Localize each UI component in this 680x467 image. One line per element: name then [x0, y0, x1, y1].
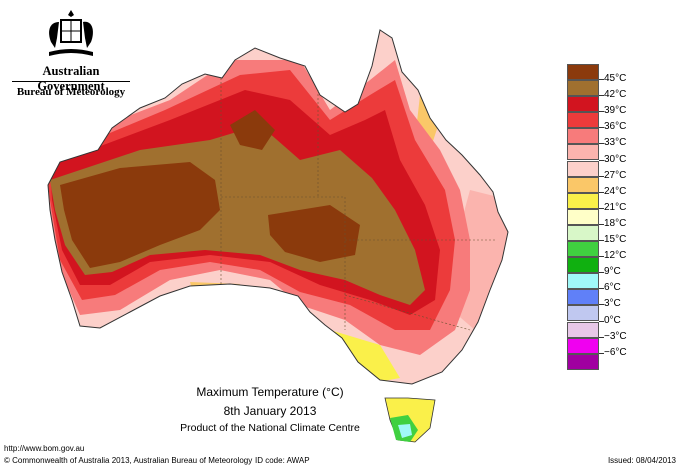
legend-tick	[599, 256, 604, 258]
bureau-name: Bureau of Meteorology	[16, 86, 126, 98]
legend-tick	[599, 336, 604, 338]
legend-label: 6°C	[604, 282, 621, 294]
map-date: 8th January 2013	[223, 404, 317, 418]
legend-swatch-row: 12°C	[567, 250, 647, 274]
legend-swatch	[567, 96, 599, 113]
legend-label: 15°C	[604, 234, 627, 246]
legend-label: 30°C	[604, 153, 627, 165]
legend-label: 12°C	[604, 250, 627, 262]
website-url: http://www.bom.gov.au	[4, 444, 85, 453]
government-logo: Australian Government Bureau of Meteorol…	[8, 8, 134, 98]
legend-label: 33°C	[604, 137, 627, 149]
tasmania	[384, 397, 436, 443]
legend-label: 21°C	[604, 201, 627, 213]
logo-divider	[12, 81, 130, 82]
legend-tick	[599, 304, 604, 306]
legend-tick	[599, 127, 604, 129]
legend-swatch	[567, 321, 599, 338]
legend-swatch	[567, 241, 599, 258]
legend-tick	[599, 95, 604, 97]
coat-of-arms-icon	[49, 10, 93, 56]
legend-tick	[599, 159, 604, 161]
legend-swatch-row: 45°C	[567, 73, 647, 97]
legend-swatch-row: −3°C	[567, 331, 647, 354]
legend-swatch-row: −6°C	[567, 347, 647, 370]
legend-swatch-row: 42°C	[567, 89, 647, 113]
map-product-note: Product of the National Climate Centre	[180, 422, 360, 434]
legend-label: 24°C	[604, 185, 627, 197]
legend-label: 45°C	[604, 73, 627, 85]
legend-swatch	[567, 192, 599, 209]
legend-swatch	[567, 128, 599, 145]
legend-tick	[599, 223, 604, 225]
legend-swatch	[567, 208, 599, 225]
legend-swatch-row: 36°C	[567, 121, 647, 145]
legend-label: 39°C	[604, 105, 627, 117]
legend-tick	[599, 240, 604, 242]
map-title: Maximum Temperature (°C)	[196, 385, 344, 399]
legend-label: 18°C	[604, 217, 627, 229]
legend-tick	[599, 288, 604, 290]
temperature-legend: 45°C 42°C 39°C 36°C 33°C 30°C 27°C 24°C	[567, 64, 647, 370]
legend-tick	[599, 272, 604, 274]
legend-swatch	[567, 144, 599, 161]
id-code: ID code: AWAP	[255, 456, 310, 465]
legend-swatch	[567, 224, 599, 241]
legend-swatch	[567, 353, 599, 370]
issued-date: Issued: 08/04/2013	[607, 456, 676, 465]
legend-swatch	[567, 257, 599, 274]
australia-temperature-map	[47, 29, 509, 443]
legend-swatch-row	[567, 64, 647, 80]
legend-tick	[599, 79, 604, 81]
legend-label: 9°C	[604, 266, 621, 278]
legend-tick	[599, 320, 604, 322]
mainland	[47, 29, 509, 385]
legend-label: −6°C	[604, 346, 627, 358]
legend-swatch-row: 15°C	[567, 234, 647, 258]
legend-swatch-row: 27°C	[567, 170, 647, 193]
legend-swatch-row: 39°C	[567, 105, 647, 129]
legend-swatch	[567, 305, 599, 322]
legend-swatch	[567, 64, 599, 80]
government-name: Australian Government	[37, 64, 105, 93]
legend-swatch-row: 3°C	[567, 298, 647, 322]
legend-tick	[599, 175, 604, 177]
legend-swatch	[567, 337, 599, 354]
legend-swatch-row: 21°C	[567, 202, 647, 225]
legend-swatch-row: 30°C	[567, 154, 647, 177]
legend-label: 42°C	[604, 89, 627, 101]
legend-tick	[599, 191, 604, 193]
legend-swatch-row: 6°C	[567, 282, 647, 306]
legend-label: 27°C	[604, 169, 627, 181]
legend-swatch-row: 0°C	[567, 315, 647, 338]
legend-tick	[599, 352, 604, 354]
copyright-notice: © Commonwealth of Australia 2013, Austra…	[4, 456, 253, 465]
legend-swatch	[567, 160, 599, 177]
legend-label: −3°C	[604, 330, 627, 342]
legend-label: 3°C	[604, 298, 621, 310]
legend-swatch-row: 18°C	[567, 218, 647, 241]
legend-swatch	[567, 176, 599, 193]
legend-tick	[599, 111, 604, 113]
legend-label: 36°C	[604, 121, 627, 133]
legend-swatch	[567, 80, 599, 97]
legend-swatch	[567, 112, 599, 129]
legend-tick	[599, 207, 604, 209]
legend-label: 0°C	[604, 314, 621, 326]
legend-swatch	[567, 273, 599, 290]
legend-swatch-row: 9°C	[567, 266, 647, 290]
legend-swatch-row: 33°C	[567, 137, 647, 161]
legend-swatch	[567, 289, 599, 306]
legend-swatch-row: 24°C	[567, 186, 647, 209]
legend-tick	[599, 143, 604, 145]
